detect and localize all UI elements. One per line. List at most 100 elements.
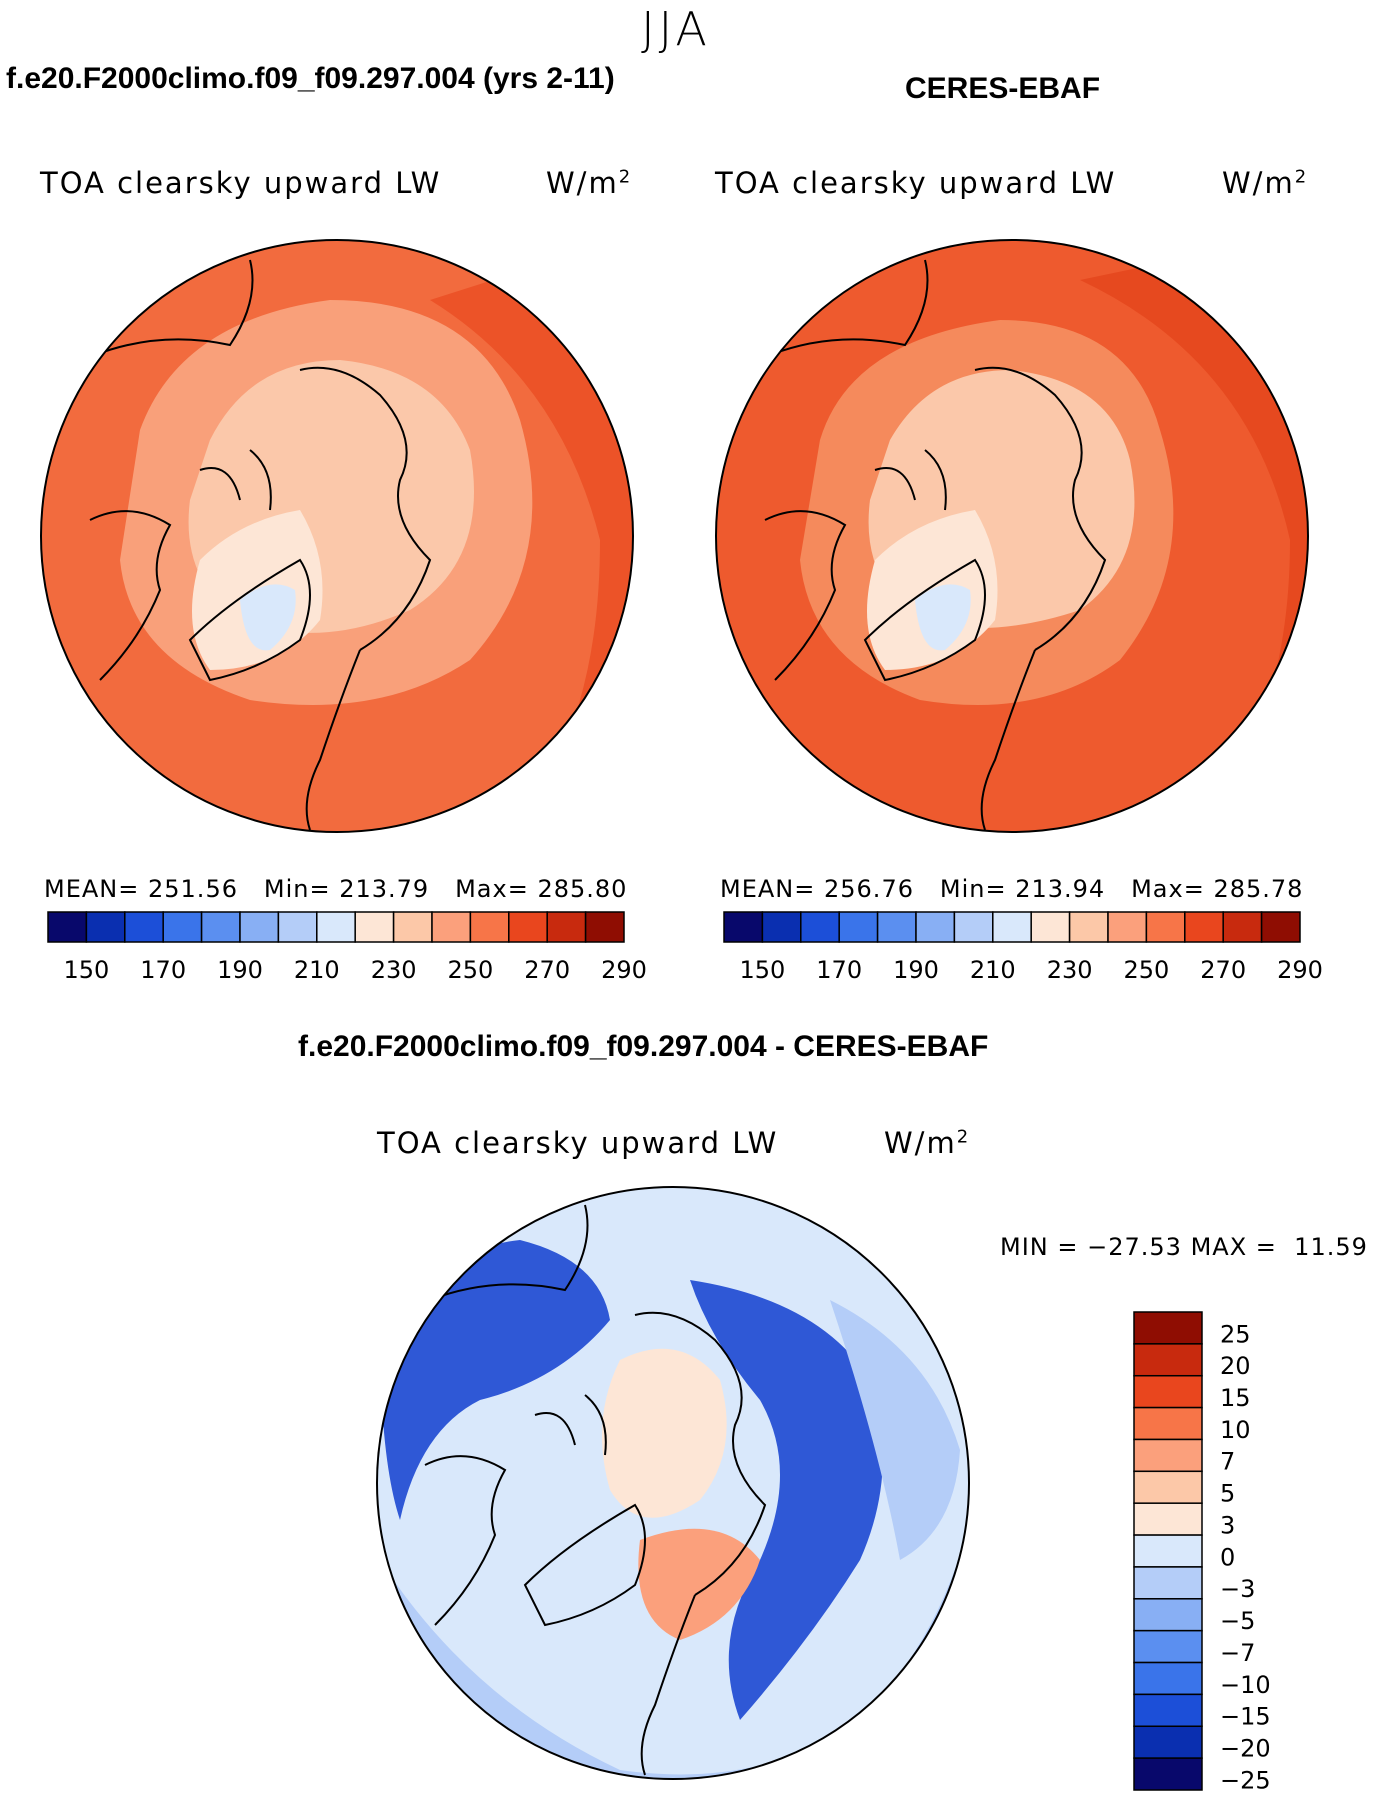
obs-colorbar-box	[1030, 911, 1071, 943]
model-colorbar: 150 170 190 210 230 250 270 290	[47, 911, 647, 984]
model-colorbar-box	[85, 911, 126, 943]
obs-colorbar-box	[723, 911, 764, 943]
obs-colorbar: 150 170 190 210 230 250 270 290	[723, 911, 1323, 984]
model-colorbar-tick-label: 170	[140, 956, 186, 984]
diff-colorbar-box	[1133, 1374, 1203, 1409]
diff-stats: MIN = −27.53 MAX = 11.59	[1000, 1233, 1368, 1261]
obs-units: W/m2	[1222, 166, 1308, 200]
obs-colorbar-tick-label: 190	[893, 956, 939, 984]
model-colorbar-box	[508, 911, 548, 943]
diff-colorbar-box	[1133, 1534, 1203, 1568]
model-mean-value: 251.56	[148, 875, 238, 903]
model-colorbar-box	[124, 911, 164, 943]
obs-min-value: 213.94	[1015, 875, 1106, 903]
obs-colorbar-tick-label: 150	[739, 956, 785, 984]
model-map-greenland-core	[240, 584, 296, 651]
model-colorbar-box	[239, 911, 280, 943]
diff-colorbar-tick-label: −10	[1220, 1671, 1271, 1699]
obs-colorbar-tick-label: 210	[970, 956, 1016, 984]
diff-colorbar-tick-label: −15	[1220, 1703, 1271, 1731]
model-colorbar-box	[162, 911, 203, 943]
obs-mean-label: MEAN=	[720, 875, 816, 903]
diff-colorbar-box	[1133, 1757, 1203, 1791]
model-mean-label: MEAN=	[44, 875, 140, 903]
diff-colorbar: 25 20 15 10 7 5 3 0 −3 −5 −7 −10 −15 −20 −25	[1133, 1311, 1271, 1794]
obs-units-base: W/m	[1222, 166, 1295, 200]
diff-colorbar-tick-label: −25	[1220, 1766, 1271, 1794]
diff-panel-title: f.e20.F2000climo.f09_f09.297.004 - CERES…	[298, 1030, 989, 1063]
diff-colorbar-box	[1133, 1311, 1203, 1345]
obs-colorbar-box	[1184, 911, 1224, 943]
obs-colorbar-box	[761, 911, 802, 943]
diff-colorbar-box	[1133, 1598, 1203, 1632]
diff-min-value: −27.53	[1087, 1233, 1182, 1261]
obs-stats: MEAN= 256.76 Min= 213.94 Max= 285.78	[720, 875, 1303, 903]
diff-map-blue-east	[690, 1280, 883, 1720]
obs-polar-map	[716, 240, 1308, 832]
model-stats: MEAN= 251.56 Min= 213.79 Max= 285.80	[44, 875, 627, 903]
diff-colorbar-box	[1133, 1470, 1203, 1504]
model-colorbar-tick-label: 270	[524, 956, 570, 984]
model-units: W/m2	[546, 166, 632, 200]
model-colorbar-tick-label: 250	[447, 956, 493, 984]
obs-colorbar-box	[1222, 911, 1263, 943]
model-panel-title: f.e20.F2000climo.f09_f09.297.004 (yrs 2-…	[6, 62, 615, 95]
diff-colorbar-box	[1133, 1725, 1203, 1759]
obs-colorbar-tick-label: 230	[1047, 956, 1093, 984]
model-units-exponent: 2	[618, 166, 633, 188]
obs-colorbar-box	[992, 911, 1032, 943]
model-colorbar-box	[316, 911, 356, 943]
diff-colorbar-box	[1133, 1661, 1203, 1696]
model-colorbar-box	[431, 911, 472, 943]
diff-colorbar-box	[1133, 1502, 1203, 1536]
model-variable-title: TOA clearsky upward LW	[40, 166, 442, 200]
diff-map-light-blue-east	[830, 1300, 960, 1560]
obs-colorbar-tick-label: 250	[1123, 956, 1169, 984]
diff-variable-title: TOA clearsky upward LW	[377, 1126, 779, 1160]
model-colorbar-box	[47, 911, 88, 943]
diff-colorbar-tick-label: 20	[1220, 1352, 1251, 1380]
diff-colorbar-box	[1133, 1438, 1203, 1473]
model-colorbar-tick-label: 230	[371, 956, 417, 984]
model-colorbar-box	[392, 911, 433, 943]
diff-colorbar-tick-label: −3	[1220, 1575, 1255, 1603]
diff-colorbar-tick-label: −20	[1220, 1735, 1271, 1763]
diff-map-pink-arctic	[602, 1348, 727, 1518]
diff-colorbar-tick-label: 7	[1220, 1448, 1235, 1476]
diff-colorbar-tick-label: −5	[1220, 1607, 1255, 1635]
obs-colorbar-box	[1107, 911, 1148, 943]
diff-colorbar-box	[1133, 1566, 1203, 1600]
diff-colorbar-tick-label: 0	[1220, 1543, 1235, 1571]
diff-map-greenland	[520, 1528, 623, 1648]
diff-max-value: 11.59	[1294, 1233, 1368, 1261]
diff-colorbar-tick-label: 15	[1220, 1384, 1251, 1412]
obs-min-label: Min=	[939, 875, 1007, 903]
obs-units-exponent: 2	[1294, 166, 1309, 188]
diff-map-orange-patch	[638, 1528, 760, 1640]
model-max-label: Max=	[455, 875, 529, 903]
diff-max-label: MAX =	[1190, 1233, 1277, 1261]
obs-colorbar-box	[800, 911, 840, 943]
diff-colorbar-box	[1133, 1406, 1203, 1441]
obs-colorbar-tick-label: 170	[816, 956, 862, 984]
obs-map-border	[715, 239, 1309, 833]
obs-colorbar-box	[953, 911, 994, 943]
model-min-value: 213.79	[339, 875, 430, 903]
obs-colorbar-box	[876, 911, 917, 943]
diff-polar-map	[377, 1187, 969, 1779]
model-max-value: 285.80	[537, 875, 628, 903]
diff-units-base: W/m	[884, 1126, 957, 1160]
obs-colorbar-box	[1145, 911, 1186, 943]
model-map-border	[40, 239, 634, 833]
model-units-base: W/m	[546, 166, 619, 200]
diff-units: W/m2	[884, 1126, 970, 1160]
model-colorbar-box	[546, 911, 587, 943]
model-min-label: Min=	[263, 875, 331, 903]
model-coastlines	[89, 259, 432, 831]
diff-map-border	[376, 1186, 970, 1780]
obs-coastlines	[764, 259, 1107, 831]
obs-max-value: 285.78	[1213, 875, 1304, 903]
season-title: JJA	[641, 2, 711, 56]
diff-colorbar-tick-label: 10	[1220, 1416, 1251, 1444]
